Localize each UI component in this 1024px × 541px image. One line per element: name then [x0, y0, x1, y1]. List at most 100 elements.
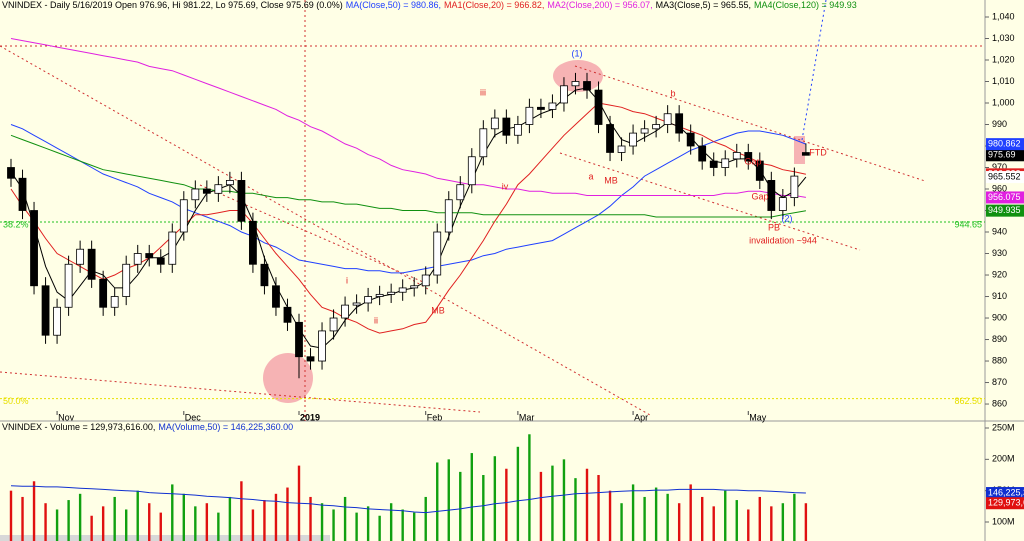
volume-bar — [793, 493, 796, 541]
candle-body — [179, 199, 188, 233]
y-tick-label: 860 — [992, 398, 1007, 408]
volume-bar — [228, 496, 232, 541]
candle-body — [560, 85, 568, 104]
candle-body — [30, 210, 38, 287]
candle-body — [237, 180, 246, 222]
candle-body — [225, 180, 234, 186]
volume-bar — [447, 459, 450, 541]
volume-bar — [574, 478, 577, 541]
annotation: (2) — [782, 213, 793, 223]
candle-body — [110, 296, 119, 308]
volume-bar — [735, 500, 738, 541]
annotation: i — [346, 275, 348, 285]
candle-body — [156, 257, 165, 265]
annotation: ii — [374, 315, 378, 325]
annotation: invalidation ~944 — [749, 235, 817, 245]
sheet-tabs[interactable] — [0, 535, 330, 541]
annotation: b — [670, 88, 675, 98]
volume-bar — [712, 506, 715, 541]
volume-bar — [148, 503, 151, 541]
value-tag — [986, 149, 1024, 162]
candle-body — [744, 152, 753, 162]
candle-body — [686, 132, 695, 147]
candle-body — [133, 253, 142, 265]
ma-line — [10, 124, 807, 274]
x-tick-label: 2019 — [300, 412, 320, 422]
candle-body — [41, 285, 50, 336]
candle-body — [709, 160, 718, 168]
annotation: iii — [480, 87, 486, 97]
volume-bar — [332, 509, 335, 541]
candle-body — [640, 128, 649, 134]
candle-body — [122, 263, 131, 297]
volume-bar — [136, 490, 139, 541]
volume-bar — [32, 481, 36, 541]
candle-body — [801, 152, 810, 156]
volume-bar — [539, 471, 543, 541]
volume-bar — [9, 490, 13, 541]
volume-bar — [401, 509, 404, 541]
candle-body — [698, 145, 707, 162]
annotation: (1) — [572, 48, 583, 58]
annotation: Gap — [751, 191, 768, 201]
volume-bar — [482, 475, 485, 541]
volume-bar — [240, 481, 243, 541]
candle-body — [456, 184, 465, 201]
candle-body — [606, 124, 614, 153]
value-tag-label: 949.935 — [988, 205, 1021, 215]
volume-bar — [309, 496, 312, 541]
volume-bar — [654, 487, 658, 541]
volume-bar — [620, 503, 623, 541]
volume-bar — [378, 515, 381, 541]
header-legend: MA(Close,50) = 980.86, — [346, 0, 441, 10]
drawings — [0, 0, 926, 421]
annotation: Gap — [744, 156, 761, 166]
x-tick-label: Feb — [427, 412, 443, 422]
y-tick-label: 1,040 — [992, 11, 1015, 21]
volume-bar — [724, 490, 727, 541]
candle-body — [537, 106, 545, 110]
annotation: MB — [604, 175, 618, 185]
candle-body — [778, 197, 787, 211]
volume-bar — [101, 506, 105, 541]
candle-body — [629, 132, 637, 147]
volume-bar — [67, 500, 70, 541]
candle-body — [652, 124, 661, 130]
y-tick-label: 870 — [992, 377, 1007, 387]
fib-level-value: 944.65 — [954, 219, 982, 229]
volume-bar — [701, 496, 704, 541]
volume-bar — [90, 515, 93, 541]
volume-bar — [125, 509, 128, 541]
volume-bar — [286, 487, 289, 541]
candle-body — [283, 306, 292, 323]
volume-bar — [505, 468, 508, 541]
y-tick-label: 900 — [992, 312, 1007, 322]
projection-line — [801, 0, 827, 141]
volume-bar — [343, 496, 347, 541]
volume-bar — [217, 512, 220, 541]
value-tag — [986, 487, 1024, 500]
volume-bar — [21, 496, 24, 541]
volume-bar — [643, 496, 646, 541]
candle-body — [53, 306, 61, 336]
volume-bar — [631, 484, 635, 541]
candle-body — [513, 124, 522, 136]
candle-body — [18, 177, 27, 211]
y-tick-label: 940 — [992, 226, 1007, 236]
candle-body — [306, 356, 315, 362]
header-title: VNINDEX - Volume = 129,973,616.00, — [2, 422, 155, 432]
y-tick-label: 890 — [992, 334, 1007, 344]
candle-body — [375, 293, 384, 297]
candle-body — [64, 263, 73, 308]
y-tick-label: 960 — [992, 183, 1007, 193]
volume-bar — [263, 500, 266, 541]
header-legend: MA(Volume,50) = 146,225,360.00 — [158, 422, 293, 432]
candle-body — [7, 167, 15, 179]
y-tick-label: 1,030 — [992, 33, 1015, 43]
candle-body — [525, 106, 534, 125]
x-tick-label: May — [749, 412, 767, 422]
candle-body — [352, 302, 361, 306]
volume-bar — [804, 503, 808, 541]
candle-body — [341, 304, 349, 319]
volume-bar — [608, 490, 612, 541]
